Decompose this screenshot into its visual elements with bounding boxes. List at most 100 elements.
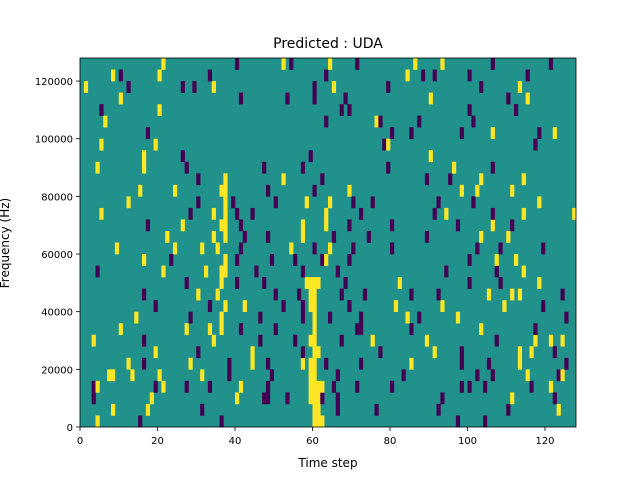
heatmap-cell xyxy=(223,230,228,243)
heatmap-cell xyxy=(219,265,224,278)
heatmap-cell xyxy=(413,58,418,70)
heatmap-cell xyxy=(483,380,488,393)
heatmap-cell xyxy=(494,334,499,347)
heatmap-cell xyxy=(235,207,240,220)
heatmap-cell xyxy=(111,403,116,416)
heatmap-cell xyxy=(300,357,306,370)
heatmap-cell xyxy=(316,415,321,428)
heatmap-cell xyxy=(533,138,538,151)
heatmap-cell xyxy=(401,369,406,382)
heatmap-cell xyxy=(517,346,523,359)
heatmap-cell xyxy=(281,58,286,70)
heatmap-cell xyxy=(254,265,259,278)
heatmap-cell xyxy=(343,277,348,289)
heatmap-cell xyxy=(335,392,340,405)
heatmap-cell xyxy=(157,369,162,382)
heatmap-cell xyxy=(149,392,154,405)
heatmap-cell xyxy=(514,254,519,266)
heatmap-cell xyxy=(424,334,430,347)
heatmap-cell xyxy=(347,219,352,232)
y-tick-label: 0 xyxy=(67,423,73,434)
heatmap-cell xyxy=(308,357,313,370)
heatmap-cell xyxy=(355,58,360,70)
heatmap-cell xyxy=(312,357,317,370)
heatmap-cell xyxy=(548,380,554,393)
heatmap-cell xyxy=(95,161,100,174)
heatmap-cell xyxy=(390,127,395,140)
heatmap-cell xyxy=(351,196,356,209)
heatmap-cell xyxy=(316,346,321,359)
heatmap-cell xyxy=(184,323,189,336)
heatmap-cell xyxy=(95,265,100,278)
heatmap-cell xyxy=(300,346,306,359)
heatmap-cell xyxy=(281,300,286,312)
heatmap-cell xyxy=(114,242,120,255)
heatmap-cell xyxy=(510,184,515,197)
heatmap-cell xyxy=(432,207,437,220)
heatmap-cell xyxy=(517,81,523,93)
heatmap-cell xyxy=(467,104,472,116)
heatmap-cell xyxy=(227,369,232,382)
heatmap-cell xyxy=(262,277,267,289)
heatmap-cell xyxy=(564,311,569,324)
heatmap-cell xyxy=(525,69,530,82)
heatmap-cell xyxy=(312,392,317,405)
heatmap-cell xyxy=(370,196,375,209)
y-axis-label: Frequency (Hz) xyxy=(0,198,12,289)
heatmap-cell xyxy=(506,92,511,105)
heatmap-cell xyxy=(180,150,185,163)
heatmap-cell xyxy=(91,380,96,393)
heatmap-cell xyxy=(490,161,495,174)
heatmap-cell xyxy=(409,357,414,370)
heatmap-cell xyxy=(118,69,123,82)
heatmap-cell xyxy=(211,81,216,93)
heatmap-cell xyxy=(359,207,364,220)
heatmap-cell xyxy=(219,219,224,232)
heatmap-cell xyxy=(184,161,189,174)
heatmap-cell xyxy=(173,184,178,197)
heatmap-cell xyxy=(293,254,298,266)
heatmap-cell xyxy=(312,323,317,336)
heatmap-cell xyxy=(529,346,534,359)
heatmap-cell xyxy=(417,311,422,324)
heatmap-cell xyxy=(238,380,244,393)
heatmap-cell xyxy=(479,173,484,186)
heatmap-cell xyxy=(238,242,244,255)
heatmap-cell xyxy=(498,277,503,289)
heatmap-cell xyxy=(312,311,317,324)
heatmap-cell xyxy=(471,196,476,209)
heatmap-cell xyxy=(331,380,337,393)
heatmap-cell xyxy=(521,207,526,220)
heatmap-cell xyxy=(242,230,247,243)
heatmap-cell xyxy=(308,369,313,382)
heatmap-cell xyxy=(378,346,383,359)
heatmap-cell xyxy=(312,242,317,255)
heatmap-cell xyxy=(560,369,565,382)
heatmap-cell xyxy=(219,415,224,428)
heatmap-cell xyxy=(285,392,290,405)
heatmap-cell xyxy=(235,277,240,289)
heatmap-cell xyxy=(258,334,263,347)
heatmap-cell xyxy=(386,138,391,151)
heatmap-cell xyxy=(157,104,162,116)
heatmap-cell xyxy=(273,196,278,209)
heatmap-cell xyxy=(436,196,441,209)
heatmap-cell xyxy=(382,138,387,151)
heatmap-cell xyxy=(459,380,464,393)
y-tick-label: 60000 xyxy=(41,250,73,261)
heatmap-cell xyxy=(219,277,224,289)
heatmap-cell xyxy=(223,184,228,197)
heatmap-cell xyxy=(300,300,306,312)
heatmap-cell xyxy=(459,127,464,140)
heatmap-cell xyxy=(134,311,139,324)
heatmap-cell xyxy=(490,58,495,70)
heatmap-cell xyxy=(215,288,220,301)
heatmap-cell xyxy=(273,288,278,301)
heatmap-cell xyxy=(312,415,317,428)
heatmap-cell xyxy=(126,81,131,93)
y-tick-label: 80000 xyxy=(41,192,73,203)
heatmap-cell xyxy=(99,104,104,116)
heatmap-cell xyxy=(312,92,317,105)
y-tick-label: 120000 xyxy=(35,77,73,88)
heatmap-cell xyxy=(242,300,247,312)
